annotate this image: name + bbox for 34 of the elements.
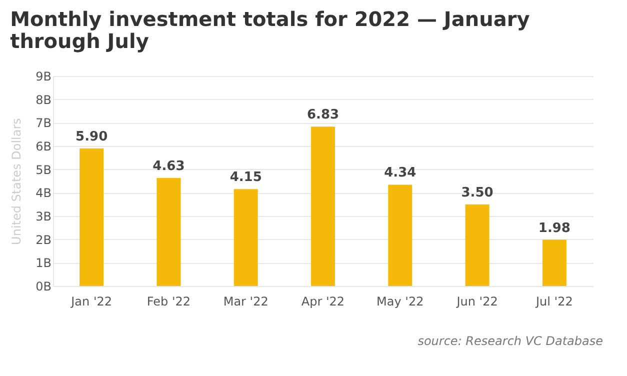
bar	[465, 204, 490, 286]
y-tick-label: 2B	[36, 232, 52, 247]
x-tick-label: Jun '22	[456, 294, 498, 308]
x-tick-label: Mar '22	[223, 294, 268, 308]
y-tick-label: 6B	[36, 140, 52, 154]
bar	[542, 240, 566, 286]
data-label: 4.15	[230, 170, 262, 186]
y-tick-label: 4B	[36, 186, 52, 200]
y-tick-label: 0B	[36, 280, 52, 294]
x-tick-label: Jan '22	[70, 294, 112, 308]
text: through July	[10, 29, 149, 53]
bar	[234, 189, 258, 286]
y-tick-label: 5B	[36, 162, 52, 177]
x-tick-label: May '22	[376, 294, 424, 308]
text: Monthly investment totals for 2022 — January	[10, 7, 530, 31]
bar	[156, 178, 181, 286]
y-tick-label: 9B	[36, 70, 52, 84]
bar	[311, 126, 335, 286]
x-tick-label: Apr '22	[301, 294, 345, 308]
x-tick-label: Feb '22	[146, 294, 191, 308]
data-label: 3.50	[461, 185, 494, 200]
bar	[388, 184, 412, 286]
data-label: 6.83	[306, 108, 340, 123]
x-tick-label: Jul '22	[534, 294, 573, 308]
data-label: 1.98	[538, 220, 570, 236]
y-tick-label: 8B	[36, 92, 52, 107]
data-label: 4.63	[152, 158, 185, 174]
data-label: 4.34	[384, 166, 416, 181]
y-tick-label: 1B	[36, 256, 52, 270]
bar	[80, 148, 104, 286]
data-label: 5.90	[76, 129, 108, 144]
y-tick-label: 3B	[36, 210, 52, 224]
y-tick-label: 7B	[36, 116, 52, 130]
source-note: source: Research VC Database	[418, 334, 603, 348]
